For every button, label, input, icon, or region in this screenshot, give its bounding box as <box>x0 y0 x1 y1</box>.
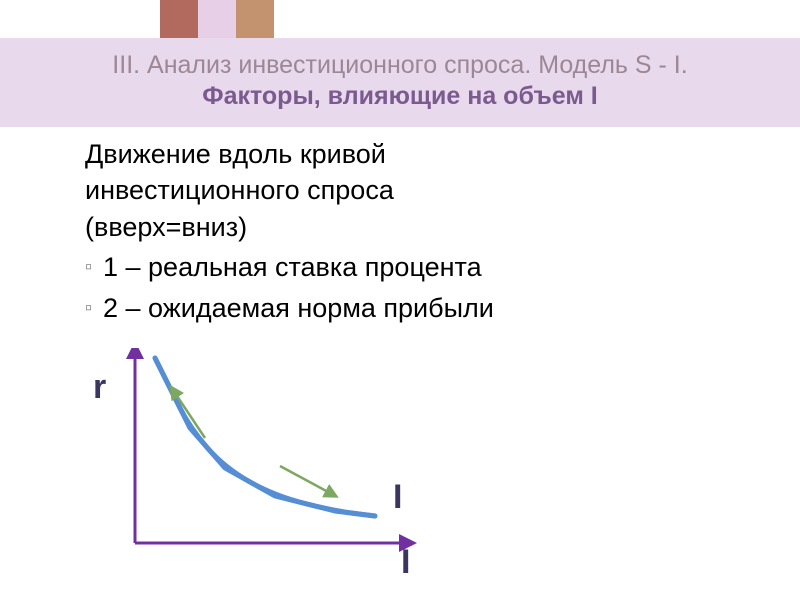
bullet-icon: ▫ <box>85 249 103 285</box>
slide-body: Движение вдоль кривой инвестиционного сп… <box>85 136 760 326</box>
investment-curve-chart: r I I <box>85 348 485 578</box>
decor-square-1 <box>160 0 198 38</box>
curve-label: I <box>393 478 402 517</box>
x-axis-label: I <box>401 543 410 582</box>
decor-squares <box>160 0 274 38</box>
body-line-1: Движение вдоль кривой <box>85 136 760 172</box>
bullet-text-1: 1 – реальная ставка процента <box>103 249 482 285</box>
decor-square-3 <box>236 0 274 38</box>
header-title-line1: III. Анализ инвестиционного спроса. Моде… <box>20 50 780 81</box>
bullet-text-2: 2 – ожидаемая норма прибыли <box>103 290 494 326</box>
bullet-icon: ▫ <box>85 290 103 326</box>
header-title-line2: Факторы, влияющие на объем I <box>20 81 780 112</box>
y-axis-label: r <box>93 368 106 407</box>
body-line-3: (вверх=вниз) <box>85 209 760 245</box>
slide-header: III. Анализ инвестиционного спроса. Моде… <box>0 38 800 127</box>
chart-svg <box>85 348 485 578</box>
bullet-row-2: ▫ 2 – ожидаемая норма прибыли <box>85 290 760 326</box>
bullet-row-1: ▫ 1 – реальная ставка процента <box>85 249 760 285</box>
body-line-2: инвестиционного спроса <box>85 172 760 208</box>
decor-square-2 <box>198 0 236 38</box>
